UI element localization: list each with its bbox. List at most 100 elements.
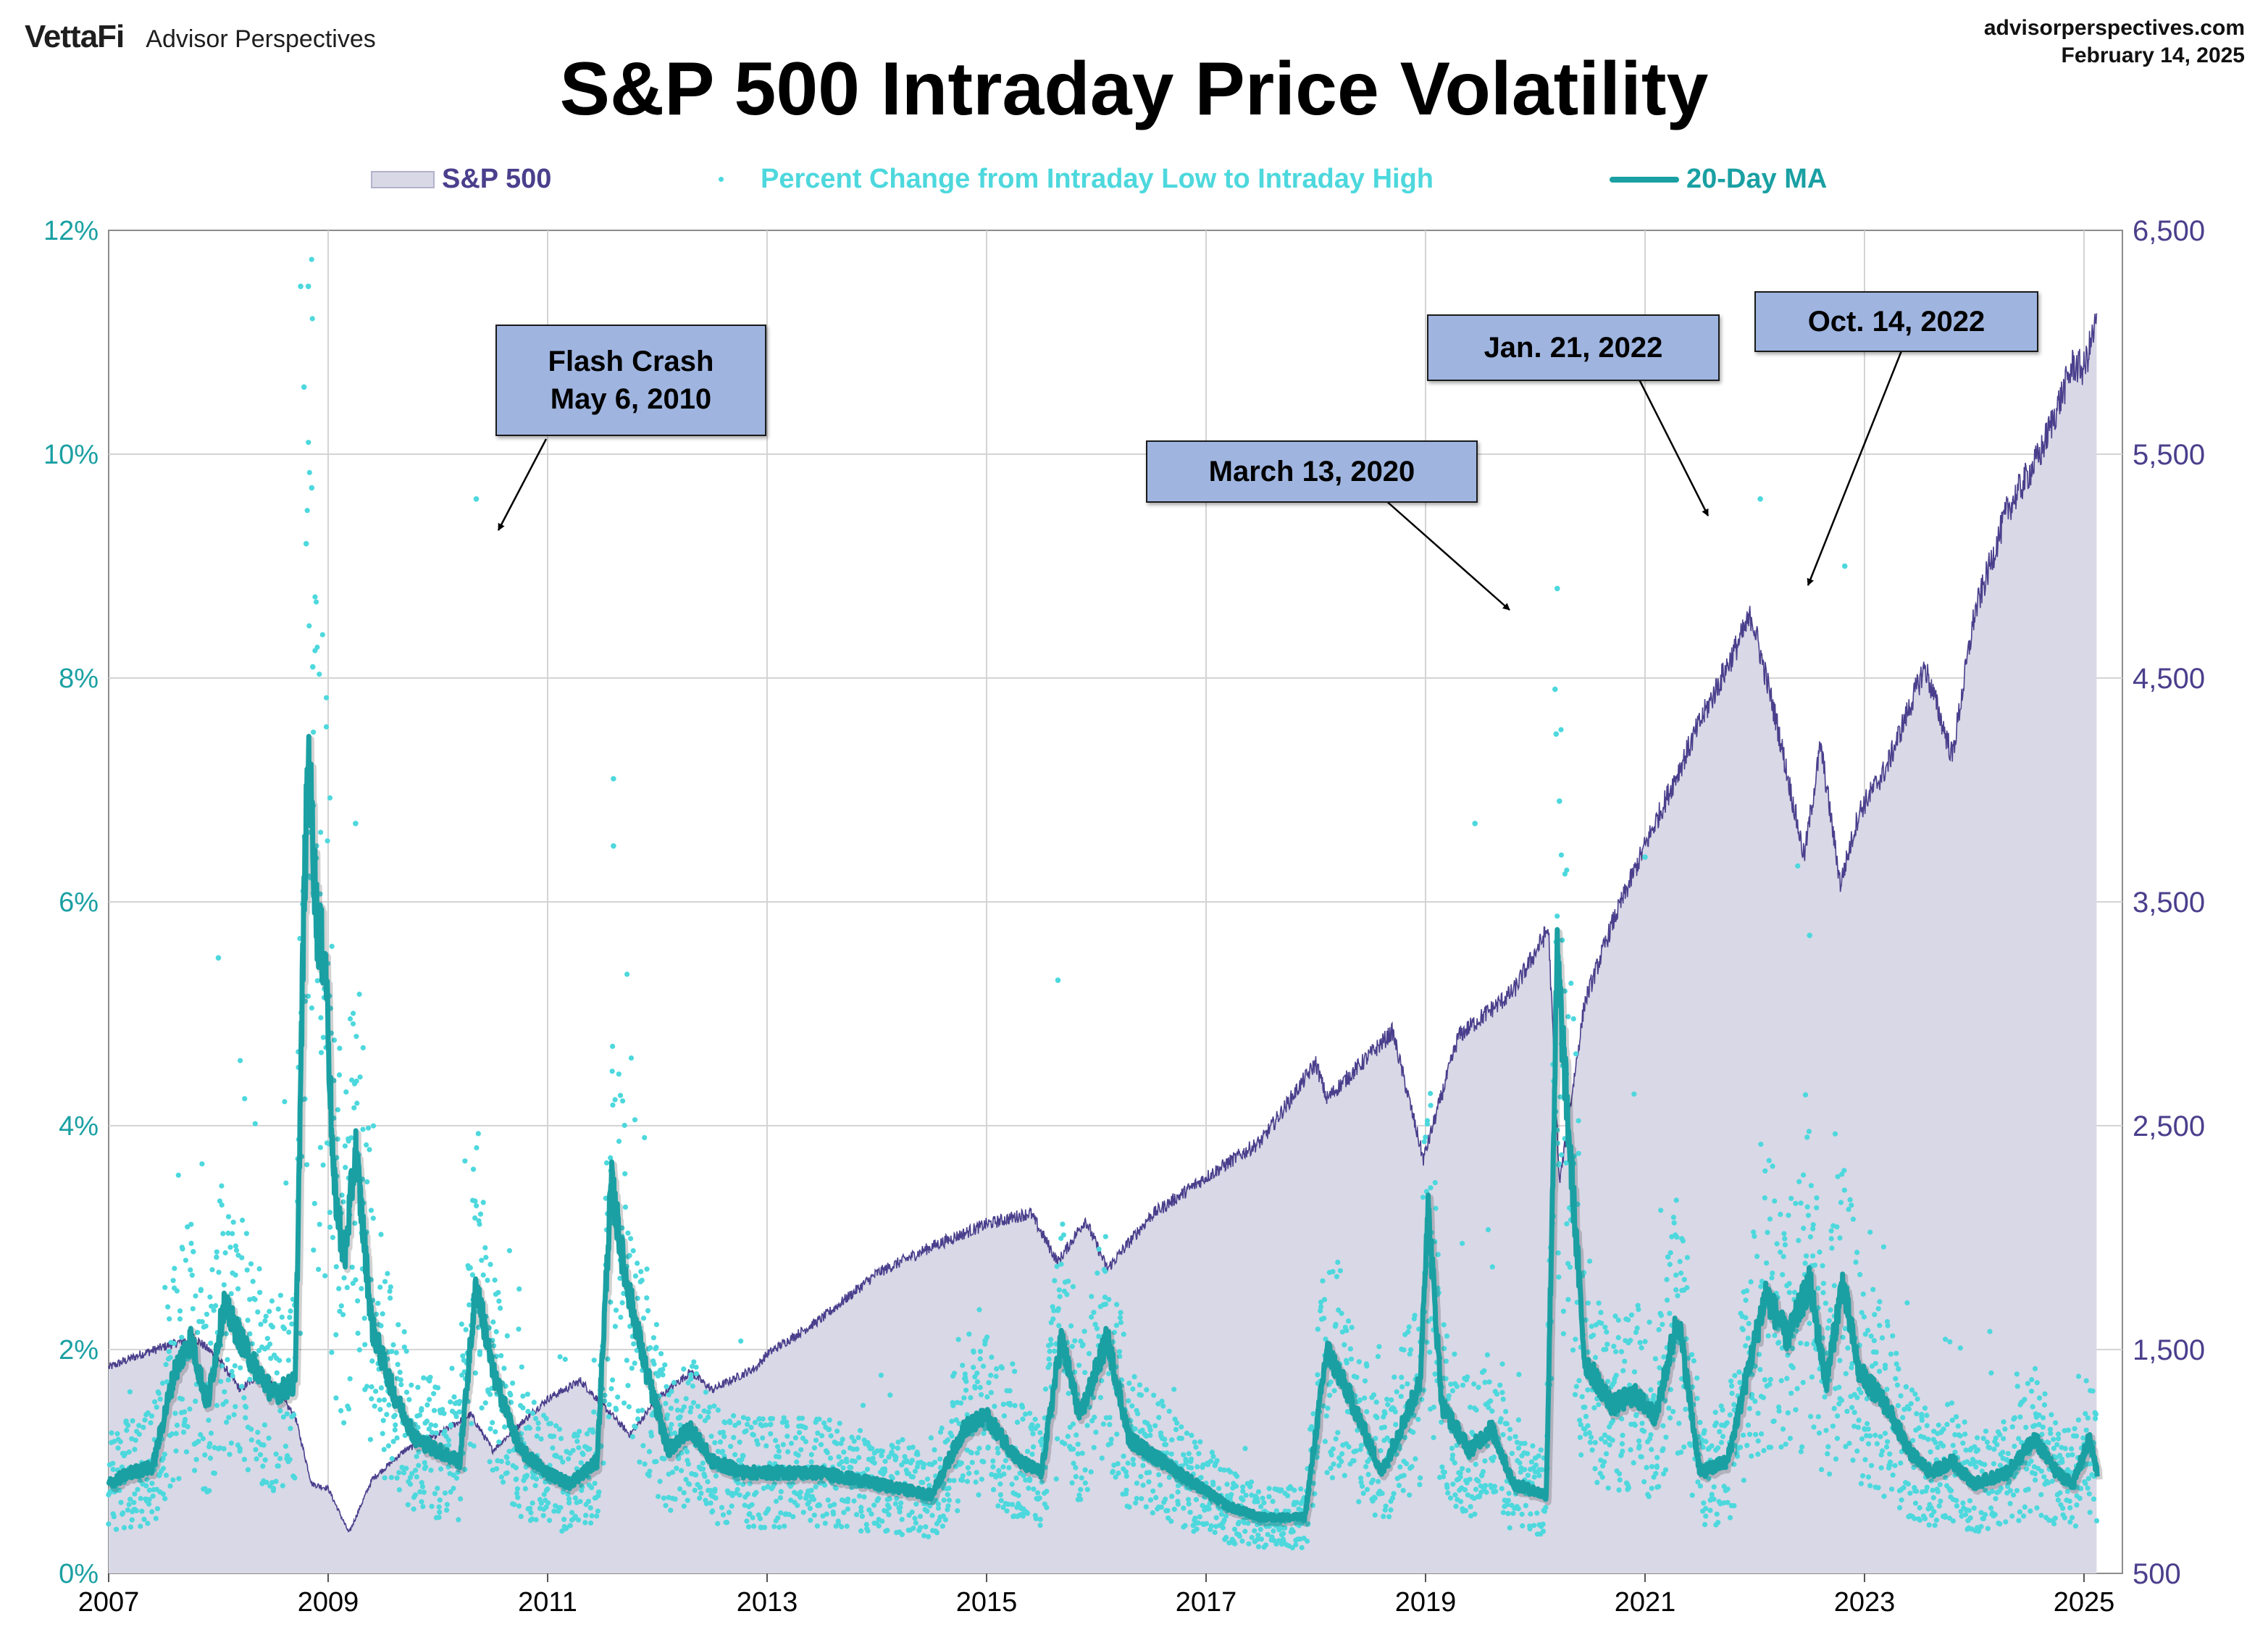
scatter-point bbox=[1560, 1331, 1566, 1337]
scatter-point bbox=[185, 1423, 191, 1430]
scatter-point bbox=[958, 1400, 964, 1406]
scatter-point bbox=[1615, 1317, 1621, 1323]
scatter-point bbox=[1346, 1444, 1352, 1450]
scatter-point bbox=[639, 1277, 645, 1283]
scatter-point bbox=[1857, 1271, 1863, 1278]
scatter-point bbox=[550, 1445, 556, 1451]
scatter-point bbox=[2075, 1373, 2082, 1379]
sp500-line bbox=[108, 313, 2098, 1533]
scatter-point bbox=[1755, 1451, 1761, 1457]
scatter-point bbox=[1799, 1444, 1805, 1450]
scatter-point bbox=[1755, 1410, 1761, 1416]
scatter-point bbox=[456, 1517, 461, 1523]
scatter-point bbox=[274, 1370, 280, 1376]
scatter-point bbox=[999, 1365, 1005, 1371]
scatter-point bbox=[503, 1383, 509, 1389]
scatter-point bbox=[311, 1200, 317, 1206]
scatter-point bbox=[648, 1433, 655, 1439]
legend-dot-swatch bbox=[690, 171, 753, 188]
scatter-point bbox=[477, 1211, 484, 1217]
scatter-point bbox=[775, 1515, 781, 1521]
scatter-point bbox=[1528, 1459, 1534, 1465]
scatter-point bbox=[437, 1497, 443, 1503]
scatter-point bbox=[1092, 1414, 1097, 1421]
scatter-point bbox=[899, 1531, 905, 1537]
scatter-point bbox=[726, 1510, 732, 1515]
scatter-point bbox=[1880, 1244, 1886, 1250]
scatter-point bbox=[1115, 1461, 1121, 1467]
scatter-point bbox=[198, 1288, 204, 1294]
scatter-point bbox=[653, 1459, 659, 1465]
scatter-point bbox=[679, 1450, 685, 1456]
scatter-point bbox=[1196, 1451, 1202, 1457]
scatter-point bbox=[1631, 1460, 1636, 1465]
scatter-point bbox=[965, 1465, 971, 1471]
scatter-point bbox=[110, 1466, 116, 1472]
scatter-point bbox=[498, 1352, 504, 1359]
scatter-point bbox=[1056, 1287, 1062, 1293]
scatter-point bbox=[131, 1499, 137, 1505]
scatter-point bbox=[1632, 1422, 1638, 1428]
scatter-point bbox=[921, 1461, 927, 1467]
scatter-point bbox=[2014, 1371, 2020, 1377]
scatter-point bbox=[1879, 1335, 1886, 1341]
scatter-point bbox=[304, 1162, 310, 1168]
scatter-point bbox=[995, 1445, 1000, 1452]
scatter-point bbox=[1697, 1483, 1703, 1489]
scatter-point bbox=[415, 1384, 421, 1390]
scatter-point bbox=[912, 1468, 918, 1474]
scatter-point bbox=[1639, 1345, 1644, 1351]
scatter-point bbox=[1689, 1352, 1695, 1358]
scatter-point bbox=[474, 1202, 480, 1209]
scatter-point bbox=[1006, 1465, 1012, 1471]
scatter-point bbox=[1962, 1419, 1967, 1425]
scatter-point bbox=[629, 1434, 635, 1439]
scatter-point bbox=[1967, 1498, 1973, 1504]
scatter-point bbox=[640, 1408, 645, 1413]
scatter-point bbox=[146, 1497, 152, 1502]
scatter-point bbox=[237, 1446, 243, 1452]
scatter-point bbox=[1823, 1428, 1829, 1434]
scatter-point bbox=[645, 1308, 651, 1313]
scatter-point bbox=[966, 1331, 972, 1337]
scatter-point bbox=[377, 1397, 382, 1403]
scatter-point bbox=[1616, 1487, 1622, 1493]
scatter-point bbox=[1841, 1187, 1847, 1193]
scatter-point bbox=[389, 1456, 395, 1462]
scatter-point bbox=[627, 1252, 632, 1258]
scatter-point bbox=[1767, 1216, 1773, 1222]
scatter-point bbox=[111, 1514, 117, 1520]
scatter-point bbox=[309, 316, 315, 322]
scatter-point bbox=[993, 1373, 999, 1379]
scatter-point bbox=[690, 1383, 696, 1389]
scatter-point bbox=[637, 1459, 643, 1465]
scatter-point bbox=[360, 1045, 366, 1050]
scatter-point bbox=[232, 1363, 238, 1368]
scatter-point bbox=[317, 1145, 323, 1150]
scatter-point bbox=[626, 1404, 632, 1410]
scatter-point bbox=[462, 1158, 468, 1164]
scatter-point bbox=[1599, 1474, 1605, 1480]
scatter-point bbox=[915, 1452, 921, 1457]
scatter-point bbox=[331, 1037, 338, 1043]
scatter-point bbox=[230, 1219, 236, 1225]
scatter-point bbox=[329, 1350, 335, 1355]
scatter-point bbox=[774, 1444, 781, 1450]
scatter-point bbox=[522, 1486, 528, 1492]
scatter-point bbox=[971, 1365, 976, 1371]
scatter-point bbox=[1757, 1367, 1763, 1373]
scatter-point bbox=[247, 1331, 253, 1337]
scatter-point bbox=[2036, 1395, 2043, 1401]
scatter-point bbox=[1677, 1258, 1683, 1265]
scatter-point bbox=[557, 1354, 563, 1360]
scatter-point bbox=[2029, 1377, 2035, 1383]
scatter-point bbox=[182, 1409, 188, 1415]
scatter-point bbox=[327, 1224, 333, 1230]
scatter-point bbox=[493, 1466, 500, 1472]
scatter-point bbox=[752, 1420, 758, 1426]
scatter-point bbox=[1648, 1387, 1654, 1393]
scatter-point bbox=[212, 1471, 217, 1476]
scatter-point bbox=[1522, 1467, 1528, 1473]
scatter-point bbox=[1258, 1526, 1263, 1532]
scatter-point bbox=[219, 1202, 225, 1208]
